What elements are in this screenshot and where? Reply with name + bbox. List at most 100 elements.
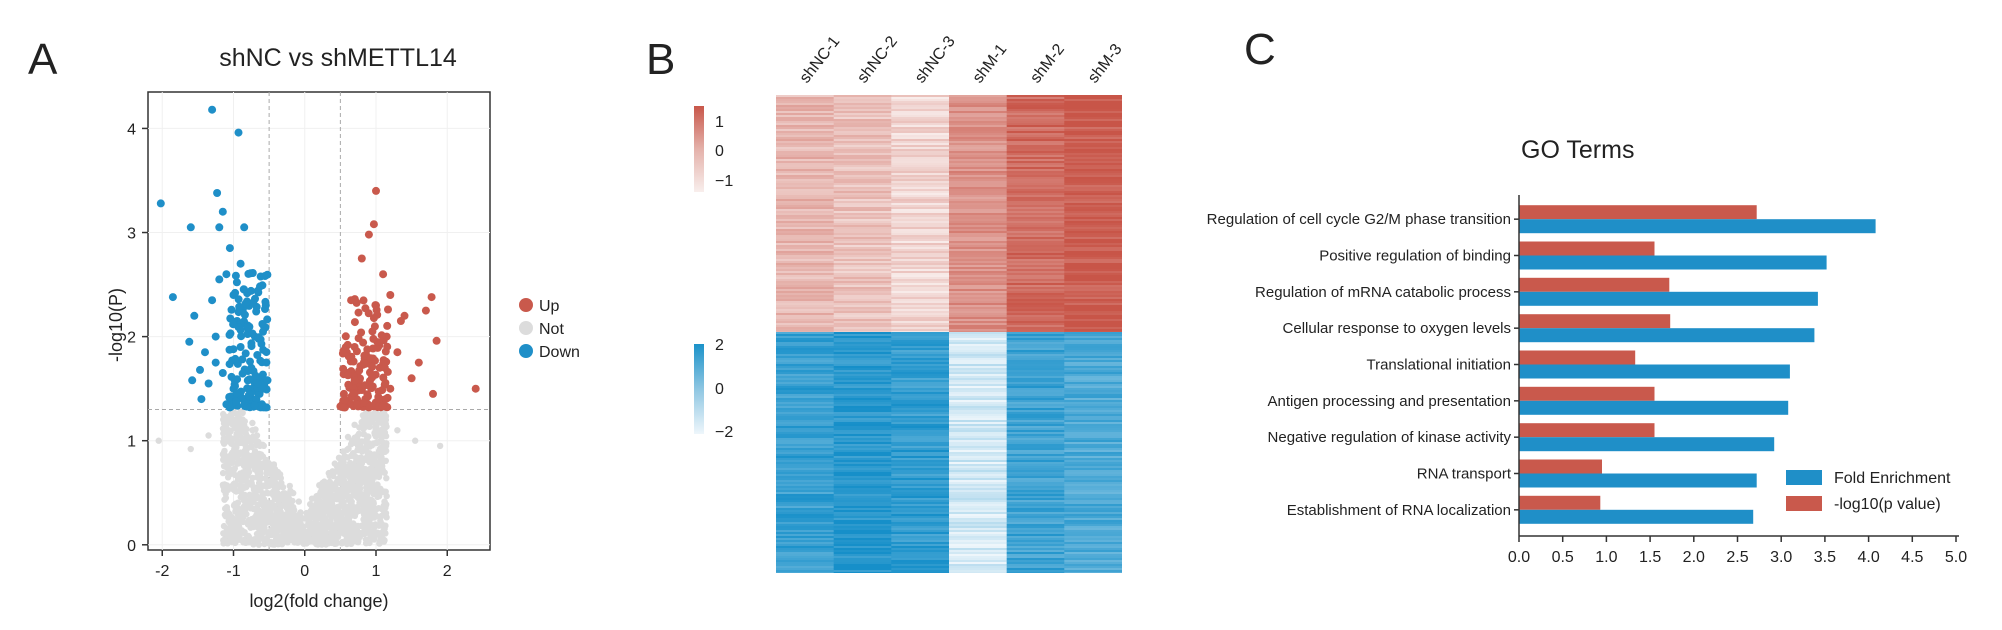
- up-point: [357, 328, 366, 337]
- heatmap-cell: [1006, 151, 1065, 154]
- heatmap-cell: [891, 502, 950, 505]
- heatmap-cell: [776, 442, 835, 445]
- heatmap-cell: [891, 406, 950, 409]
- down-point: [249, 298, 258, 307]
- heatmap-cell: [1006, 107, 1065, 110]
- heatmap-cell: [776, 151, 835, 154]
- heatmap-cell: [949, 542, 1008, 545]
- heatmap-cell: [833, 137, 892, 140]
- heatmap-cell: [776, 281, 835, 284]
- not-point: [236, 424, 243, 431]
- heatmap-cell: [833, 336, 892, 339]
- heatmap-column-label: shNC-2: [854, 33, 901, 86]
- heatmap-cell: [949, 323, 1008, 326]
- heatmap-cell: [949, 245, 1008, 248]
- heatmap-cell: [833, 424, 892, 427]
- heatmap-cell: [949, 157, 1008, 160]
- heatmap-cell: [1064, 494, 1122, 497]
- heatmap-cell: [949, 334, 1008, 337]
- not-point: [254, 506, 261, 513]
- heatmap-cell: [1006, 472, 1065, 475]
- heatmap-cell: [776, 428, 835, 431]
- pvalue-bar: [1519, 350, 1636, 365]
- heatmap-column: [1064, 95, 1122, 573]
- legend-up-label: Up: [539, 298, 560, 315]
- heatmap-cell: [776, 454, 835, 457]
- heatmap-cell: [949, 199, 1008, 202]
- heatmap-cell: [776, 241, 835, 244]
- heatmap-cell: [1064, 233, 1122, 236]
- fold-enrichment-bar: [1519, 364, 1790, 379]
- heatmap-cell: [833, 281, 892, 284]
- heatmap-cell: [1006, 157, 1065, 160]
- heatmap-cell: [1006, 362, 1065, 365]
- heatmap-cell: [891, 131, 950, 134]
- heatmap-cell: [1006, 187, 1065, 190]
- heatmap-cell: [833, 251, 892, 254]
- heatmap-cell: [1064, 151, 1122, 154]
- heatmap-cell: [1006, 111, 1065, 114]
- heatmap-column-labels: shNC-1 shNC-2 shNC-3 shM-1 shM-2 shM-3: [797, 33, 1126, 86]
- heatmap-cell: [776, 113, 835, 116]
- heatmap-cell: [833, 221, 892, 224]
- not-point: [360, 465, 368, 473]
- heatmap-cell: [1064, 472, 1122, 475]
- heatmap-cell: [1006, 440, 1065, 443]
- not-point: [264, 490, 272, 497]
- heatmap-cell: [833, 498, 892, 501]
- heatmap-cell: [833, 416, 892, 419]
- heatmap-cell: [1006, 432, 1065, 435]
- heatmap-cell: [949, 394, 1008, 397]
- not-point: [378, 506, 386, 513]
- heatmap-cell: [949, 384, 1008, 387]
- not-point: [219, 481, 227, 488]
- heatmap-cell: [833, 374, 892, 377]
- heatmap-cell: [833, 410, 892, 413]
- heatmap-cell: [776, 350, 835, 353]
- not-point: [233, 419, 240, 426]
- not-point: [355, 537, 362, 545]
- up-point: [350, 295, 359, 304]
- not-point: [373, 462, 381, 470]
- heatmap-cell: [949, 219, 1008, 222]
- heatmap-cell: [833, 241, 892, 244]
- heatmap-cell: [1006, 444, 1065, 447]
- heatmap-cell: [1064, 257, 1122, 260]
- heatmap-cell: [891, 203, 950, 206]
- heatmap-cell: [776, 305, 835, 308]
- heatmap-cell: [1064, 329, 1122, 332]
- heatmap-cell: [833, 418, 892, 421]
- heatmap-column: [891, 95, 950, 573]
- heatmap-cell: [949, 193, 1008, 196]
- up-point: [341, 332, 350, 341]
- down-point: [186, 223, 195, 232]
- heatmap-cell: [891, 191, 950, 194]
- heatmap-cell: [1006, 131, 1065, 134]
- heatmap-cell: [776, 362, 835, 365]
- heatmap-cell: [1064, 187, 1122, 190]
- heatmap-cell: [949, 514, 1008, 517]
- down-point: [263, 270, 272, 279]
- not-point: [262, 500, 270, 508]
- heatmap-cell: [1064, 277, 1122, 280]
- heatmap-cell: [1064, 101, 1122, 104]
- heatmap-cell: [833, 472, 892, 475]
- heatmap-cell: [891, 424, 950, 427]
- heatmap-cell: [1006, 546, 1065, 549]
- not-point: [335, 495, 342, 503]
- heatmap-cell: [1006, 137, 1065, 140]
- heatmap-cell: [949, 111, 1008, 114]
- down-point: [241, 349, 250, 358]
- y-tick-label: 1: [127, 434, 136, 451]
- heatmap-cell: [833, 408, 892, 411]
- heatmap-cell: [1006, 510, 1065, 513]
- down-point: [248, 329, 257, 338]
- heatmap-cell: [776, 263, 835, 266]
- heatmap-cell: [1064, 213, 1122, 216]
- heatmap-cell: [1006, 167, 1065, 170]
- heatmap-cell: [833, 536, 892, 539]
- heatmap-cell: [833, 177, 892, 180]
- heatmap-cell: [833, 307, 892, 310]
- heatmap-cell: [1006, 185, 1065, 188]
- heatmap-cell: [833, 271, 892, 274]
